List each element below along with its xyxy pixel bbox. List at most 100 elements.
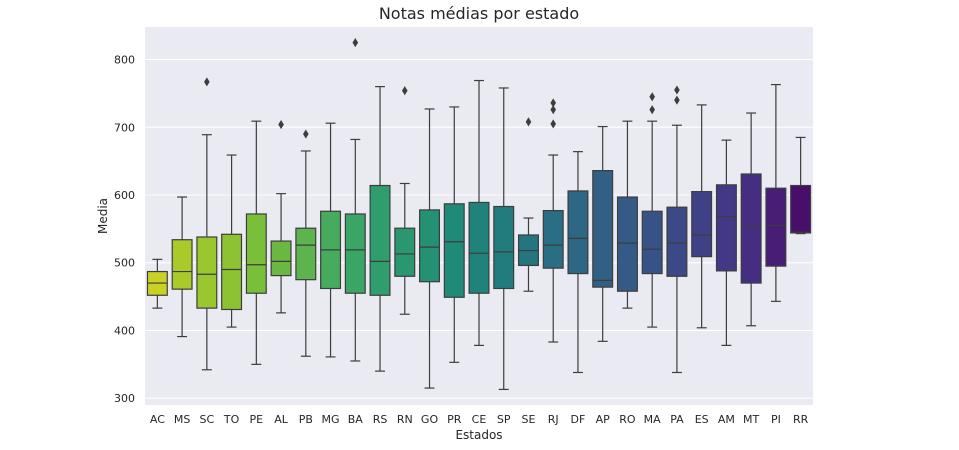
y-tick-label: 500 bbox=[114, 257, 135, 270]
box-MT bbox=[740, 112, 762, 327]
box-MG bbox=[320, 122, 342, 358]
x-axis-label: Estados bbox=[455, 428, 502, 442]
y-tick-label: 800 bbox=[114, 54, 135, 67]
x-tick-label: AL bbox=[274, 413, 289, 426]
box-SP bbox=[493, 87, 515, 391]
box-body bbox=[344, 213, 366, 294]
x-tick-label: GO bbox=[421, 413, 439, 426]
box-BA bbox=[344, 38, 366, 362]
box-RS bbox=[369, 86, 391, 372]
box-PI bbox=[765, 83, 787, 302]
x-tick-label: DF bbox=[571, 413, 586, 426]
box-RN bbox=[394, 86, 416, 315]
x-tick-labels: AC MS SC TO PE AL PB MG BA RS RN GO PR CE SP SE RJ DF AP RO… bbox=[150, 413, 809, 426]
box-body bbox=[790, 184, 812, 234]
box-AL bbox=[270, 119, 292, 314]
outlier-point bbox=[550, 119, 557, 129]
x-tick-label: PB bbox=[299, 413, 313, 426]
outlier-point bbox=[649, 92, 655, 102]
x-tick-label: AP bbox=[596, 413, 611, 426]
outlier-point bbox=[525, 117, 532, 127]
box-body bbox=[221, 233, 243, 311]
y-tick-label: 600 bbox=[114, 189, 135, 202]
box-AM bbox=[715, 139, 737, 346]
box-body bbox=[493, 205, 515, 290]
x-tick-label: SP bbox=[497, 413, 511, 426]
box-AP bbox=[592, 125, 614, 342]
x-tick-label: ES bbox=[695, 413, 709, 426]
x-tick-label: MA bbox=[644, 413, 661, 426]
box-body bbox=[691, 191, 713, 258]
box-body bbox=[715, 184, 737, 272]
box-body bbox=[740, 173, 762, 284]
box-MS bbox=[171, 196, 193, 338]
box-SE bbox=[517, 117, 539, 292]
box-body bbox=[641, 210, 663, 275]
x-tick-label: RN bbox=[397, 413, 413, 426]
x-tick-label: SC bbox=[200, 413, 215, 426]
outlier-point bbox=[674, 85, 680, 95]
box-PB bbox=[295, 129, 317, 357]
box-body bbox=[394, 227, 416, 277]
y-axis-label: Media bbox=[96, 198, 110, 234]
box-body bbox=[443, 203, 465, 298]
box-body bbox=[592, 170, 614, 288]
box-body bbox=[567, 190, 589, 275]
box-PA bbox=[666, 85, 688, 374]
box-body bbox=[245, 213, 267, 294]
box-body bbox=[171, 239, 193, 290]
box-RJ bbox=[542, 98, 564, 343]
box-RO bbox=[616, 120, 638, 309]
x-tick-label: RJ bbox=[548, 413, 559, 426]
x-tick-label: MT bbox=[743, 413, 759, 426]
outlier-point bbox=[303, 129, 309, 139]
box-MA bbox=[641, 92, 663, 328]
outlier-point bbox=[550, 98, 557, 108]
outlier-point bbox=[674, 95, 680, 105]
x-tick-label: MG bbox=[322, 413, 340, 426]
x-tick-label: BA bbox=[348, 413, 364, 426]
box-AC bbox=[146, 258, 168, 309]
outlier-point bbox=[352, 38, 359, 48]
x-tick-label: PR bbox=[447, 413, 462, 426]
x-tick-label: RR bbox=[793, 413, 809, 426]
box-body bbox=[196, 236, 218, 309]
box-body bbox=[616, 196, 638, 292]
outlier-point bbox=[278, 119, 284, 130]
x-tick-label: PE bbox=[250, 413, 264, 426]
x-tick-label: TO bbox=[223, 413, 240, 426]
box-SC bbox=[196, 77, 218, 371]
outlier-point bbox=[204, 77, 210, 87]
box-body bbox=[765, 187, 787, 267]
box-body bbox=[542, 209, 564, 269]
outlier-point bbox=[550, 105, 557, 115]
box-body bbox=[369, 184, 391, 296]
outlier-point bbox=[649, 105, 655, 115]
box-body bbox=[468, 201, 490, 294]
outlier-point bbox=[401, 86, 408, 96]
x-tick-label: AC bbox=[150, 413, 165, 426]
box-body bbox=[666, 206, 688, 277]
box-body bbox=[295, 227, 317, 281]
x-tick-label: PI bbox=[771, 413, 781, 426]
y-tick-label: 400 bbox=[114, 324, 135, 337]
y-tick-labels: 300 400 500 600 700 800 bbox=[114, 54, 135, 406]
box-CE bbox=[468, 79, 490, 346]
x-tick-label: RO bbox=[619, 413, 636, 426]
boxes-layer bbox=[146, 38, 812, 391]
x-tick-label: MS bbox=[174, 413, 190, 426]
box-body bbox=[270, 240, 292, 277]
x-tick-label: AM bbox=[718, 413, 735, 426]
x-tick-label: RS bbox=[373, 413, 388, 426]
box-PE bbox=[245, 120, 267, 365]
x-tick-label: SE bbox=[522, 413, 536, 426]
box-ES bbox=[691, 104, 713, 329]
x-tick-label: PA bbox=[670, 413, 684, 426]
box-PR bbox=[443, 106, 465, 363]
box-DF bbox=[567, 151, 589, 374]
chart-title: Notas médias por estado bbox=[379, 4, 579, 23]
x-tick-label: CE bbox=[472, 413, 487, 426]
box-TO bbox=[221, 154, 243, 328]
y-tick-label: 300 bbox=[114, 392, 135, 405]
box-body bbox=[419, 209, 441, 283]
